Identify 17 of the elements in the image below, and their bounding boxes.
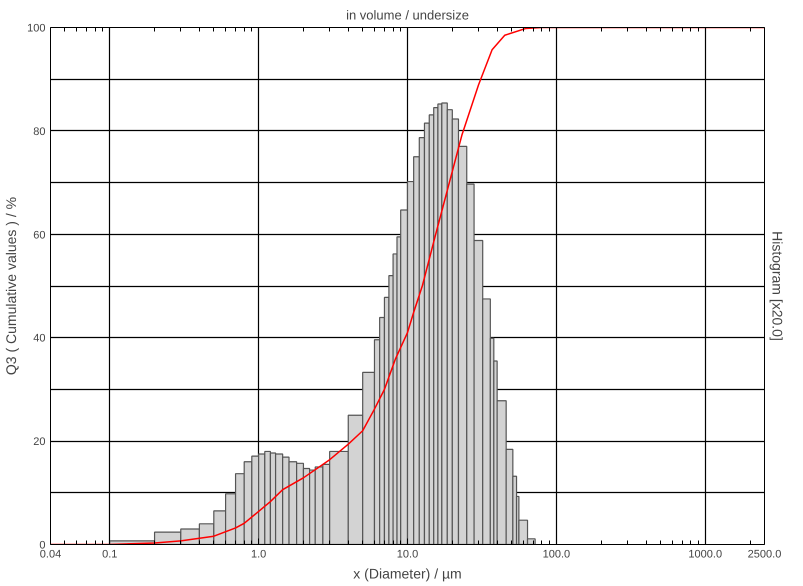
x-axis-title: x (Diameter) / µm	[353, 566, 462, 582]
y2-axis-title: Histogram [x20.0]	[770, 231, 786, 341]
chart-title: in volume / undersize	[346, 8, 469, 22]
y-axis-title: Q3 ( Cumulative values ) / %	[3, 196, 20, 376]
x-tick-label: 1000.0	[688, 548, 722, 560]
x-tick-label: 1.0	[250, 548, 266, 560]
y-tick-label: 60	[33, 229, 46, 242]
y-tick-label: 80	[33, 126, 46, 138]
x-tick-label: 0.1	[102, 548, 118, 560]
y-tick-label: 100	[27, 22, 46, 34]
x-tick-label: 100.0	[542, 548, 570, 560]
y-tick-label: 0	[39, 540, 46, 552]
x-tick-label: 10.0	[396, 548, 418, 560]
y-tick-label: 40	[33, 332, 46, 345]
y-tick-label: 20	[33, 436, 46, 448]
x-tick-label: 2500.0	[748, 548, 782, 560]
x-tick-label: 0.04	[40, 548, 62, 560]
